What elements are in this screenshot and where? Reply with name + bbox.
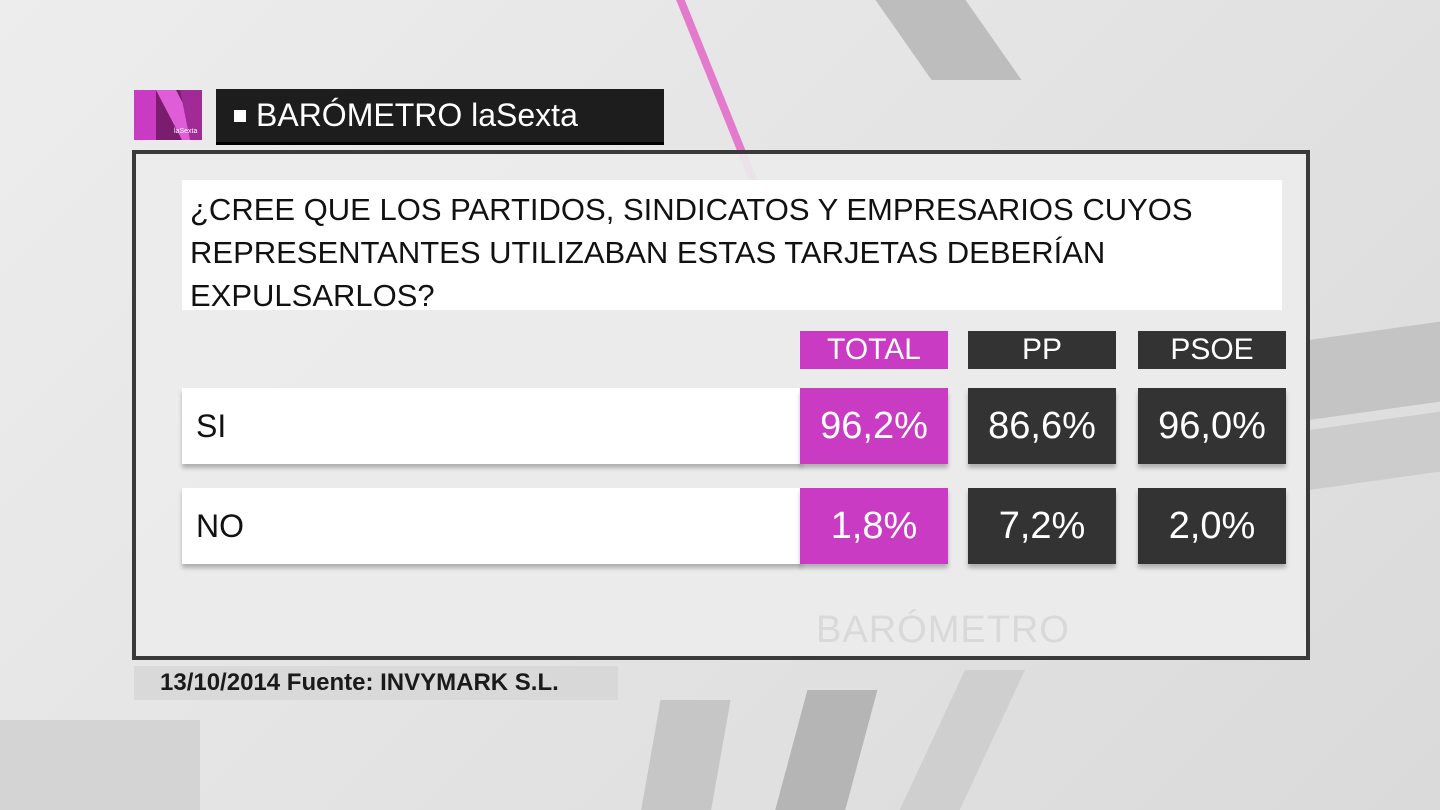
header-title: BARÓMETRO laSexta [256,97,578,133]
value-no-total: 1,8% [800,488,948,564]
question-text: ¿CREE QUE LOS PARTIDOS, SINDICATOS Y EMP… [182,180,1282,313]
value-si-total: 96,2% [800,388,948,464]
bullet-square-icon [234,109,246,122]
table-row-si: SI 96,2% 86,6% 96,0% [182,388,1286,464]
row-label-si: SI [182,388,802,464]
watermark-text: BARÓMETRO [816,609,1070,651]
column-header-total: TOTAL [800,331,948,369]
column-header-pp: PP [968,331,1116,369]
row-label-no: NO [182,488,802,564]
logo-subtitle: laSexta [174,128,198,135]
logo-n-icon [134,90,202,140]
column-header-psoe: PSOE [1138,331,1286,369]
lasexta-logo: laSexta [134,90,204,140]
poll-panel: BARÓMETRO ¿CREE QUE LOS PARTIDOS, SINDIC… [132,150,1310,660]
source-caption: 13/10/2014 Fuente: INVYMARK S.L. [134,666,618,700]
value-no-psoe: 2,0% [1138,488,1286,564]
header-title-box: BARÓMETRO laSexta [216,89,664,145]
value-si-psoe: 96,0% [1138,388,1286,464]
table-row-no: NO 1,8% 7,2% 2,0% [182,488,1286,564]
value-no-pp: 7,2% [968,488,1116,564]
value-si-pp: 86,6% [968,388,1116,464]
